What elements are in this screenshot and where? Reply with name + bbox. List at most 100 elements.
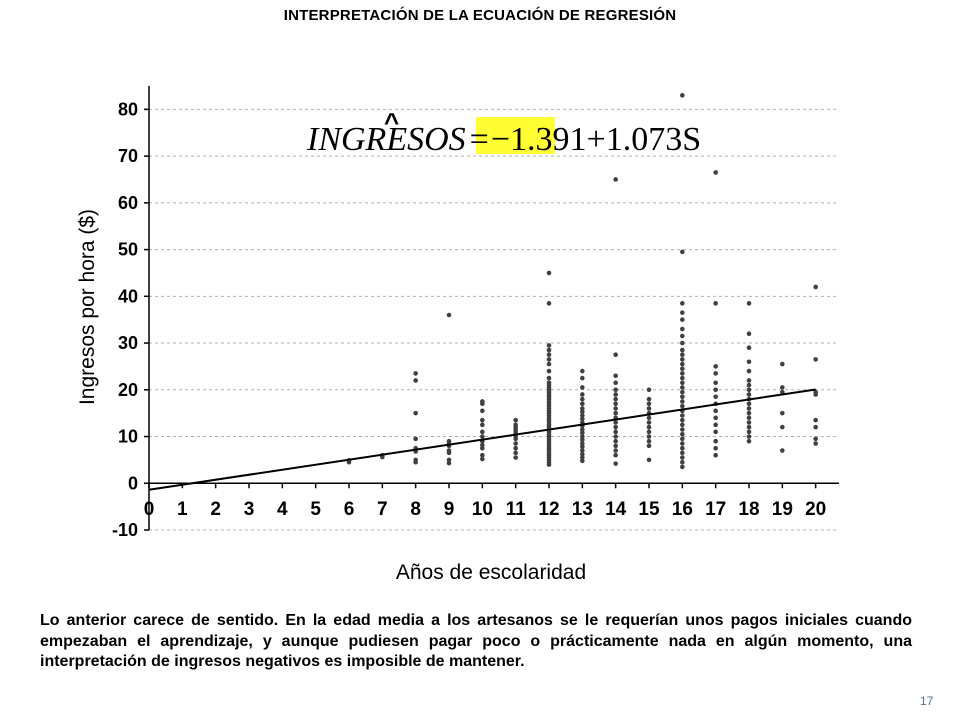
data-point	[646, 387, 652, 393]
data-point	[646, 420, 652, 425]
data-point	[413, 436, 418, 442]
x-tick-label: 6	[344, 499, 355, 520]
data-point	[580, 448, 585, 453]
data-point	[513, 441, 518, 446]
data-point	[680, 366, 685, 372]
data-point	[680, 333, 685, 339]
data-point	[680, 310, 685, 315]
data-point	[746, 434, 752, 439]
data-point	[580, 416, 585, 422]
regression-line-group	[148, 388, 816, 491]
data-point	[546, 380, 552, 386]
data-point	[546, 352, 552, 358]
data-point	[413, 378, 418, 383]
data-point	[580, 385, 585, 390]
data-point	[480, 452, 485, 458]
data-point	[780, 389, 785, 395]
data-point	[580, 451, 585, 457]
data-point	[546, 361, 552, 367]
data-point	[446, 460, 452, 466]
x-tick-label: 16	[672, 499, 693, 520]
data-point	[680, 403, 685, 409]
data-point	[746, 387, 752, 393]
data-point	[613, 406, 618, 411]
data-point	[680, 385, 685, 390]
x-tick-label: 0	[144, 499, 155, 520]
data-point	[480, 417, 485, 423]
x-tick-label: 8	[410, 499, 421, 520]
data-point	[680, 361, 685, 367]
data-point	[680, 375, 685, 381]
data-point	[613, 387, 618, 393]
data-point	[680, 431, 685, 437]
x-tick-label: 19	[772, 499, 793, 520]
y-tick-label: 70	[118, 146, 138, 166]
data-point	[613, 448, 618, 453]
data-point	[680, 394, 685, 400]
data-point	[446, 457, 452, 463]
data-point	[546, 270, 552, 276]
data-point	[680, 413, 685, 418]
y-tick-label: 50	[118, 240, 138, 260]
regression-line	[148, 388, 816, 491]
data-point	[780, 424, 785, 430]
data-point	[680, 445, 685, 451]
data-point	[680, 380, 685, 386]
data-point	[613, 438, 618, 444]
data-point	[713, 415, 718, 421]
equation-lhs: INGRESOS	[306, 121, 466, 158]
data-point	[580, 458, 585, 464]
gridlines	[149, 108, 839, 531]
data-point	[713, 438, 718, 444]
data-point	[580, 375, 585, 381]
data-point	[546, 301, 552, 306]
slide-title: INTERPRETACIÓN DE LA ECUACIÓN DE REGRESI…	[283, 7, 677, 24]
data-point	[780, 385, 785, 390]
data-point	[746, 378, 752, 383]
x-tick-label: 10	[472, 499, 493, 520]
data-point	[513, 422, 518, 428]
data-point	[746, 420, 752, 425]
data-point	[813, 357, 818, 362]
equation-text: INGRESOS =−1.391+1.073S	[306, 121, 701, 158]
data-point	[680, 399, 685, 404]
data-point	[580, 444, 585, 450]
y-tick-labels: -10 0 10 20 30 40 50 60 70 80	[112, 99, 138, 540]
y-tick-label: -10	[112, 520, 138, 540]
data-point	[713, 394, 718, 400]
x-tick-label: 7	[377, 499, 388, 520]
data-point	[446, 448, 452, 453]
data-point	[646, 401, 652, 407]
data-point	[746, 345, 752, 351]
data-point	[813, 436, 818, 442]
data-point	[446, 312, 452, 318]
page-number: 17	[920, 694, 934, 708]
data-point	[613, 434, 618, 439]
explanation-paragraph: Lo anterior carece de sentido. En la eda…	[40, 612, 912, 670]
data-point	[580, 413, 585, 418]
data-point	[613, 410, 618, 416]
data-point	[513, 445, 518, 451]
data-point	[713, 429, 718, 435]
data-point	[746, 406, 752, 411]
data-point	[746, 410, 752, 416]
data-point	[813, 441, 818, 446]
data-point	[613, 177, 618, 182]
data-point	[713, 452, 718, 458]
data-point	[413, 457, 418, 463]
data-point	[580, 455, 585, 460]
data-point	[646, 396, 652, 402]
data-point	[713, 422, 718, 428]
regression-equation: ^ INGRESOS =−1.391+1.073S	[306, 107, 701, 158]
data-point	[780, 410, 785, 416]
x-tick-label: 12	[538, 499, 559, 520]
data-point	[613, 401, 618, 407]
data-point	[680, 357, 685, 362]
x-tick-label: 11	[506, 499, 527, 520]
data-point	[613, 429, 618, 435]
x-tick-label: 14	[605, 499, 627, 520]
data-point	[546, 375, 552, 381]
data-point	[680, 352, 685, 358]
data-point	[680, 371, 685, 376]
data-point	[746, 382, 752, 388]
